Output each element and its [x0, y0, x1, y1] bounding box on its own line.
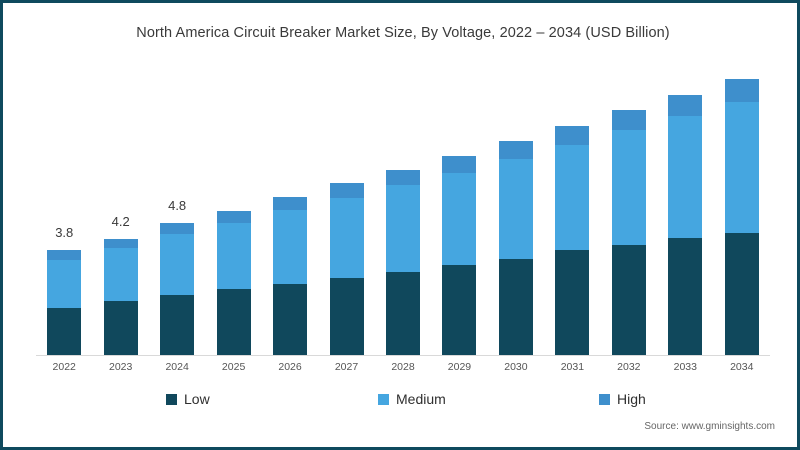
x-tick-label-2033: 2033 — [673, 361, 697, 373]
source-note: Source: www.gminsights.com — [644, 421, 775, 432]
legend-swatch-icon — [378, 393, 389, 405]
bar-segment-high[interactable] — [442, 156, 477, 174]
bar-segment-low[interactable] — [103, 300, 138, 355]
bar-column-2023[interactable] — [103, 239, 138, 355]
bar-column-2030[interactable] — [498, 140, 533, 355]
bar-column-2031[interactable] — [555, 125, 590, 355]
bar-segment-medium[interactable] — [611, 130, 646, 245]
bar-value-label-2023: 4.2 — [111, 214, 130, 230]
bar-segment-high[interactable] — [386, 169, 420, 186]
bar-segment-low[interactable] — [724, 232, 759, 355]
bar-stack — [273, 197, 308, 355]
x-tick-label-2034: 2034 — [730, 361, 754, 373]
x-tick-label-2032: 2032 — [617, 361, 641, 373]
legend-label: Low — [184, 391, 210, 407]
bar-segment-low[interactable] — [386, 271, 420, 355]
x-tick-label-2024: 2024 — [165, 361, 189, 373]
x-tick-label-2022: 2022 — [52, 361, 76, 373]
bar-segment-high[interactable] — [724, 79, 759, 103]
bar-segment-medium[interactable] — [555, 144, 590, 251]
bar-stack — [668, 94, 703, 355]
bar-segment-medium[interactable] — [160, 234, 195, 296]
chart-title: North America Circuit Breaker Market Siz… — [136, 25, 670, 41]
bar-stack — [555, 125, 590, 355]
chart-legend: Low Medium High — [36, 391, 770, 413]
bar-stack — [442, 156, 477, 355]
x-tick-label-2031: 2031 — [560, 361, 585, 373]
bar-segment-low[interactable] — [216, 289, 251, 355]
bar-segment-medium[interactable] — [47, 260, 82, 308]
bar-segment-high[interactable] — [555, 125, 590, 145]
bar-segment-high[interactable] — [103, 239, 138, 248]
bar-stack — [329, 183, 364, 355]
bar-segment-low[interactable] — [160, 295, 195, 355]
bar-column-2033[interactable] — [668, 94, 703, 355]
bar-segment-medium[interactable] — [386, 185, 420, 272]
bar-segment-medium[interactable] — [724, 102, 759, 233]
bar-stack — [160, 222, 195, 355]
bar-stack — [103, 239, 138, 355]
bar-stack — [47, 250, 82, 355]
bar-segment-low[interactable] — [611, 244, 646, 355]
legend-item-medium[interactable]: Medium — [378, 391, 446, 407]
bar-stack — [724, 79, 759, 355]
bar-segment-low[interactable] — [47, 307, 82, 355]
bar-stack — [611, 110, 646, 355]
bar-stack — [386, 169, 420, 355]
legend-swatch-icon — [599, 393, 610, 405]
bar-segment-low[interactable] — [329, 277, 364, 355]
legend-swatch-icon — [166, 393, 177, 405]
bar-segment-low[interactable] — [498, 258, 533, 355]
bar-column-2027[interactable] — [329, 183, 364, 355]
bar-segment-high[interactable] — [216, 210, 251, 223]
legend-item-low[interactable]: Low — [166, 391, 210, 407]
bar-segment-high[interactable] — [273, 197, 308, 211]
bar-segment-high[interactable] — [160, 222, 195, 235]
bar-segment-high[interactable] — [329, 183, 364, 198]
x-tick-label-2029: 2029 — [447, 361, 472, 373]
bar-column-2026[interactable] — [273, 197, 308, 355]
plot-area: 3.8 4.2 4.8 — [36, 63, 770, 355]
bar-segment-high[interactable] — [611, 110, 646, 131]
bar-segment-medium[interactable] — [103, 247, 138, 301]
bar-column-2022[interactable] — [47, 250, 82, 355]
bar-segment-medium[interactable] — [442, 173, 477, 265]
x-tick-label-2023: 2023 — [109, 361, 133, 373]
bar-segment-low[interactable] — [555, 250, 590, 355]
bar-stack — [498, 140, 533, 355]
bar-segment-high[interactable] — [668, 94, 703, 117]
bar-segment-medium[interactable] — [329, 197, 364, 278]
bar-segment-high[interactable] — [498, 140, 533, 159]
bar-column-2024[interactable] — [160, 222, 195, 355]
x-tick-label-2028: 2028 — [391, 361, 415, 373]
bar-segment-low[interactable] — [442, 264, 477, 355]
bar-column-2034[interactable] — [724, 79, 759, 355]
x-tick-label-2027: 2027 — [334, 361, 359, 373]
legend-item-high[interactable]: High — [599, 391, 646, 407]
legend-label: Medium — [396, 391, 446, 407]
bar-segment-medium[interactable] — [668, 116, 703, 239]
x-tick-label-2030: 2030 — [504, 361, 528, 373]
bar-value-label-2024: 4.8 — [168, 197, 187, 213]
legend-label: High — [617, 391, 646, 407]
x-tick-label-2026: 2026 — [278, 361, 302, 373]
x-axis-line — [36, 355, 770, 356]
bar-value-label-2022: 3.8 — [55, 225, 74, 241]
bar-segment-high[interactable] — [47, 250, 82, 261]
bar-segment-medium[interactable] — [498, 158, 533, 259]
bar-segment-low[interactable] — [668, 238, 703, 355]
x-tick-label-2025: 2025 — [221, 361, 246, 373]
bar-column-2025[interactable] — [216, 210, 251, 355]
bar-segment-low[interactable] — [273, 284, 308, 355]
bar-segment-medium[interactable] — [216, 222, 251, 290]
bar-column-2032[interactable] — [611, 110, 646, 355]
bar-stack — [216, 210, 251, 355]
bar-column-2028[interactable] — [386, 169, 420, 355]
bar-column-2029[interactable] — [442, 156, 477, 355]
bar-segment-medium[interactable] — [273, 210, 308, 285]
